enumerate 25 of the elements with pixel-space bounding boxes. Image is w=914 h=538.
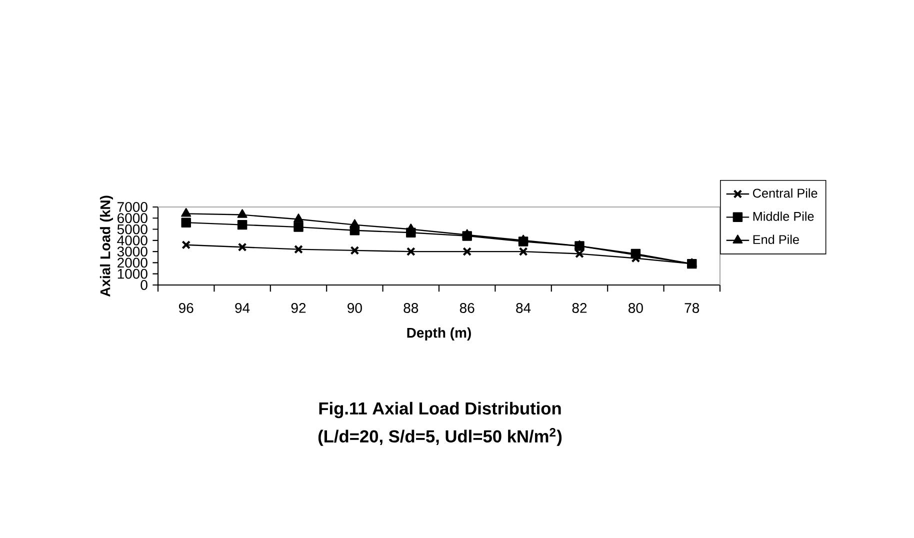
y-tick-label: 7000 (118, 202, 148, 212)
y-tick-label: 5000 (117, 224, 148, 234)
y-tick-label: 1000 (118, 268, 148, 279)
y-tick-label: 0 (140, 280, 148, 290)
y-tick-label: 6000 (118, 213, 148, 224)
x-tick-label: 80 (628, 303, 643, 313)
x-tick-label: 78 (684, 303, 700, 313)
x-tick-label: 96 (178, 303, 194, 313)
y-axis-title: Axial Load (kN) (100, 196, 113, 297)
x-axis-title: Depth (m) (407, 327, 471, 340)
x-tick-label: 92 (291, 303, 306, 313)
x-tick-label: 86 (460, 303, 474, 313)
x-tick-label: 88 (404, 303, 418, 313)
x-tick-label: 90 (348, 303, 362, 313)
y-tick-label: 4000 (117, 235, 148, 246)
x-tick-label: 94 (235, 303, 250, 313)
legend-label: End Pile (753, 234, 799, 244)
legend-label: Middle Pile (753, 212, 814, 221)
legend-label: Central Pile (753, 188, 818, 198)
text: Fig.11 Axial Load Distribution (319, 402, 561, 418)
y-tick-label: 3000 (117, 246, 148, 257)
x-tick-label: 84 (516, 303, 531, 313)
text: (L/d=20, S/d=5, Udl=50 kN/m$^{2}$) (318, 428, 562, 446)
y-tick-label: 2000 (118, 258, 148, 268)
x-tick-label: 82 (572, 303, 587, 313)
